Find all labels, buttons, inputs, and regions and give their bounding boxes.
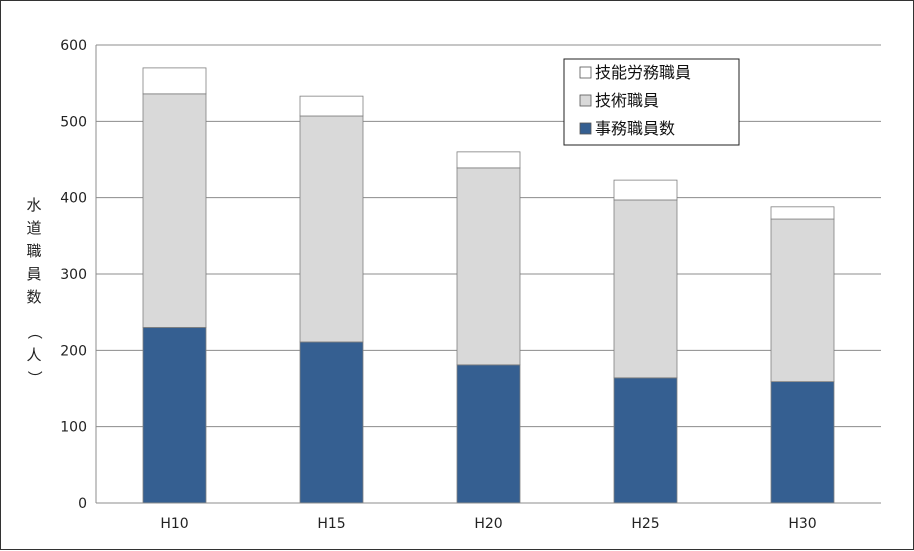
y-tick-label: 100	[60, 420, 87, 436]
y-tick-label: 400	[60, 191, 87, 207]
y-axis-label-char: 水	[26, 196, 41, 214]
y-axis-label-char: 職	[26, 242, 41, 260]
y-tick-label: 500	[60, 114, 87, 130]
bar-segment	[142, 67, 207, 95]
bar-segment	[142, 327, 207, 504]
y-axis-label-char: ）	[26, 370, 44, 385]
bar-segment	[299, 341, 364, 504]
y-axis-label-char: （	[26, 324, 44, 339]
x-tick-label: H25	[631, 516, 659, 532]
legend-label: 事務職員数	[595, 119, 675, 138]
bar-segment	[613, 179, 678, 201]
bar-segment	[299, 95, 364, 117]
bars	[142, 67, 835, 504]
legend-swatch	[579, 94, 592, 107]
y-tick-label: 0	[78, 496, 87, 512]
bar-segment	[770, 381, 835, 504]
x-tick-label: H30	[788, 516, 816, 532]
legend-box	[563, 58, 740, 146]
x-tick-label: H15	[317, 516, 345, 532]
bar-segment	[770, 206, 835, 220]
legend-label: 技術職員	[595, 91, 659, 110]
bar-segment	[770, 218, 835, 383]
x-tick-label: H10	[160, 516, 188, 532]
bar-segment	[142, 93, 207, 328]
bar-segment	[456, 167, 521, 366]
y-axis-label-char: 人	[26, 346, 41, 364]
y-tick-labels: 0 100 200 300 400 500 600	[60, 38, 87, 512]
bar-segment	[613, 377, 678, 504]
y-axis-label-char: 道	[26, 219, 41, 237]
y-tick-label: 300	[60, 267, 87, 283]
legend-swatch	[579, 122, 592, 135]
x-tick-label: H20	[474, 516, 502, 532]
x-tick-labels: H10 H15 H20 H25 H30	[160, 516, 816, 532]
y-tick-label: 600	[60, 38, 87, 54]
bar-segment	[299, 115, 364, 343]
bar-segment	[456, 364, 521, 504]
legend-label: 技能労務職員	[595, 63, 691, 82]
bar-segment	[613, 199, 678, 379]
bar-segment	[456, 151, 521, 169]
y-tick-label: 200	[60, 343, 87, 359]
y-axis-label-char: 員	[26, 265, 41, 283]
axes	[95, 45, 881, 504]
y-axis-label-char: 数	[26, 288, 41, 306]
legend-swatch	[579, 66, 592, 79]
